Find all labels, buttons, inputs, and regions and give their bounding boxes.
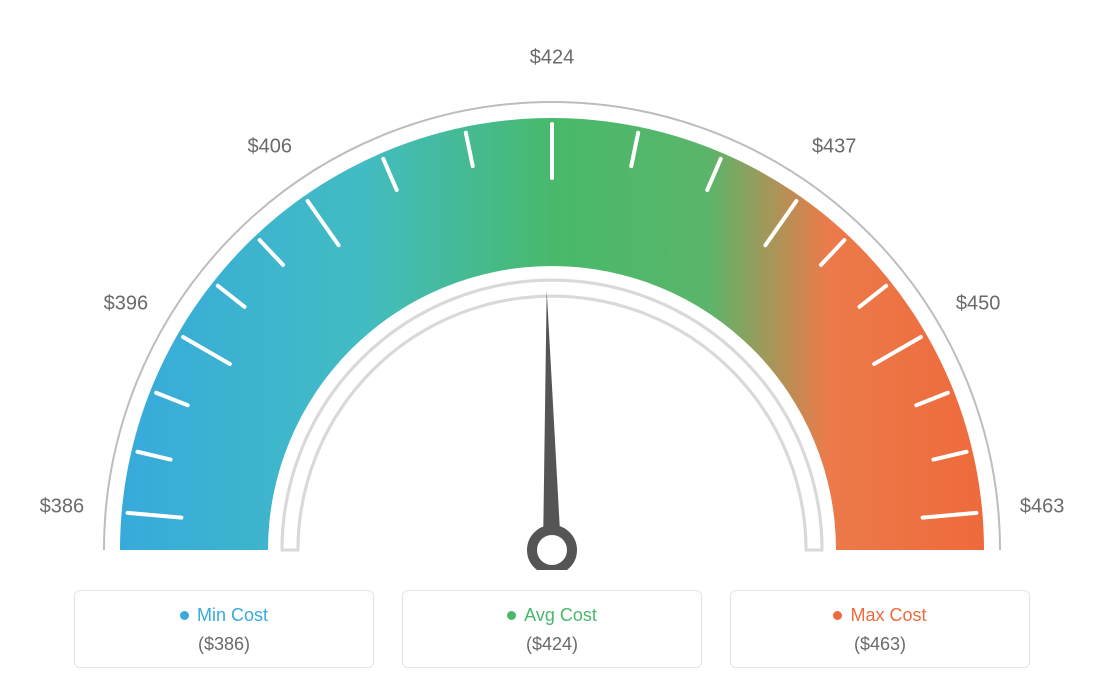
- legend-label: Min Cost: [197, 605, 268, 626]
- legend-label: Max Cost: [850, 605, 926, 626]
- legend-title: Min Cost: [180, 605, 268, 626]
- legend-card-max: Max Cost ($463): [730, 590, 1030, 668]
- legend-row: Min Cost ($386) Avg Cost ($424) Max Cost ($46…: [0, 590, 1104, 668]
- scale-label: $406: [248, 135, 293, 158]
- legend-dot-icon: [507, 611, 516, 620]
- legend-value: ($424): [403, 634, 701, 655]
- legend-value: ($463): [731, 634, 1029, 655]
- gauge-chart: $386 $396 $406 $424 $437 $450 $463: [0, 10, 1104, 570]
- scale-label: $424: [530, 47, 575, 70]
- gauge-needle: [543, 290, 561, 550]
- gauge-svg: [0, 10, 1104, 570]
- needle-hub: [532, 530, 572, 570]
- cost-gauge-container: $386 $396 $406 $424 $437 $450 $463 Min Cost ($3…: [0, 0, 1104, 690]
- legend-dot-icon: [833, 611, 842, 620]
- legend-card-min: Min Cost ($386): [74, 590, 374, 668]
- scale-label: $396: [104, 293, 149, 316]
- legend-label: Avg Cost: [524, 605, 597, 626]
- legend-title: Max Cost: [833, 605, 926, 626]
- scale-label: $437: [812, 135, 857, 158]
- legend-title: Avg Cost: [507, 605, 597, 626]
- scale-label: $463: [1020, 496, 1065, 519]
- legend-value: ($386): [75, 634, 373, 655]
- legend-dot-icon: [180, 611, 189, 620]
- legend-card-avg: Avg Cost ($424): [402, 590, 702, 668]
- scale-label: $450: [956, 293, 1001, 316]
- scale-label: $386: [40, 496, 85, 519]
